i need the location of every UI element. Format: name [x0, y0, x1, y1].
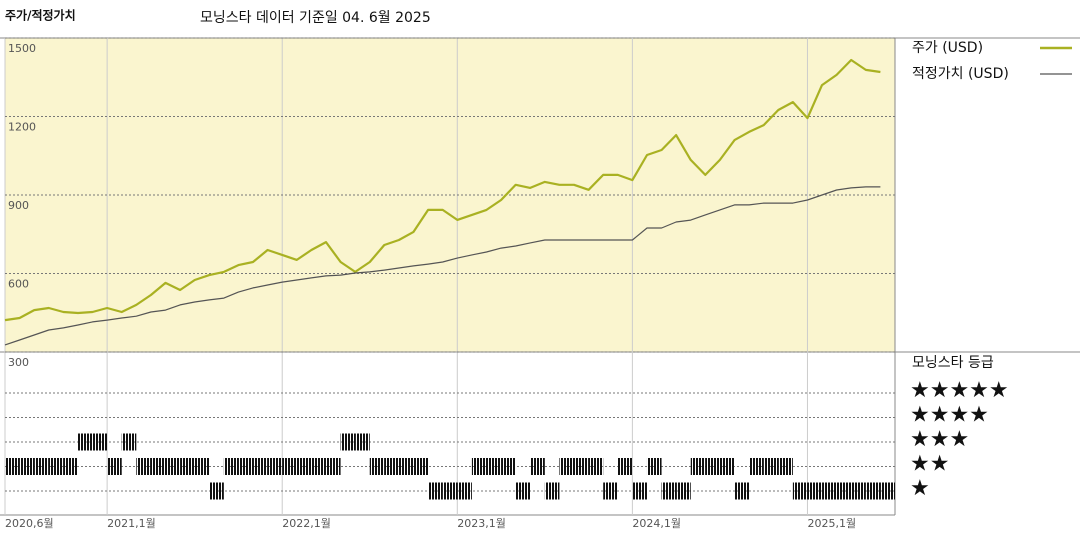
- rating-bar: [92, 433, 108, 451]
- chart-title: 주가/적정가치: [5, 8, 76, 23]
- rating-bar: [150, 458, 166, 475]
- rating-bar: [530, 458, 545, 475]
- rating-bar: [121, 433, 137, 451]
- series-line: [4, 58, 881, 322]
- rating-bar: [165, 458, 181, 475]
- rating-bar: [428, 482, 443, 500]
- y-tick-label: 1500: [8, 42, 36, 55]
- rating-bar: [880, 482, 895, 500]
- rating-label: ★★★★: [910, 403, 989, 428]
- rating-bar: [136, 458, 151, 475]
- rating-bar: [296, 458, 312, 475]
- rating-bar: [194, 458, 210, 475]
- rating-bar: [807, 482, 823, 500]
- x-tick-label: 2024,1월: [632, 517, 681, 530]
- rating-bar: [48, 458, 64, 475]
- rating-bar: [749, 458, 764, 475]
- x-tick-label: 2025,1월: [807, 517, 856, 530]
- rating-bar: [398, 458, 414, 475]
- rating-bar: [544, 482, 560, 500]
- rating-bar: [865, 482, 881, 500]
- rating-bar: [822, 482, 837, 500]
- rating-bar: [690, 458, 706, 475]
- rating-bar: [355, 433, 370, 451]
- y-tick-label: 1200: [8, 121, 36, 134]
- rating-bar: [107, 458, 122, 475]
- rating-bar: [734, 482, 750, 500]
- rating-bar: [253, 458, 268, 475]
- rating-bar: [238, 458, 254, 475]
- rating-bar: [661, 482, 677, 500]
- rating-label: ★★: [910, 452, 949, 477]
- legend-label: 적정가치 (USD): [912, 66, 1009, 82]
- rating-label: ★★★: [910, 427, 969, 452]
- rating-bar: [603, 482, 618, 500]
- rating-bar: [719, 458, 735, 475]
- rating-bar: [384, 458, 399, 475]
- rating-bar: [442, 482, 458, 500]
- rating-bar: [559, 458, 575, 475]
- rating-bar: [705, 458, 720, 475]
- rating-bar: [836, 482, 852, 500]
- rating-bar: [501, 458, 516, 475]
- rating-bar: [325, 458, 341, 475]
- rating-bar: [588, 458, 604, 475]
- rating-bar: [763, 458, 779, 475]
- rating-bar: [180, 458, 195, 475]
- rating-bar: [340, 433, 356, 451]
- rating-bar: [282, 458, 297, 475]
- y-tick-label: 300: [8, 356, 29, 369]
- rating-bar: [778, 458, 793, 475]
- rating-bar: [646, 458, 662, 475]
- series-line: [4, 186, 881, 346]
- x-tick-label: 2023,1월: [457, 517, 506, 530]
- chart-subtitle: 모닝스타 데이터 기준일 04. 6월 2025: [200, 10, 431, 26]
- rating-bar: [486, 458, 502, 475]
- x-tick-label: 2020,6월: [5, 517, 54, 530]
- rating-bar: [792, 482, 808, 500]
- rating-bar: [267, 458, 283, 475]
- rating-bar: [19, 458, 35, 475]
- rating-bar: [209, 482, 224, 500]
- rating-bar: [369, 458, 385, 475]
- rating-bar: [676, 482, 691, 500]
- legend-label: 주가 (USD): [912, 40, 983, 56]
- rating-bar: [574, 458, 589, 475]
- x-tick-label: 2022,1월: [282, 517, 331, 530]
- rating-bar: [77, 433, 93, 451]
- x-tick-label: 2021,1월: [107, 517, 156, 530]
- rating-title: 모닝스타 등급: [912, 355, 994, 371]
- rating-bar: [632, 482, 647, 500]
- rating-bar: [311, 458, 326, 475]
- rating-bar: [457, 482, 472, 500]
- rating-bar: [5, 458, 20, 475]
- rating-label: ★: [910, 476, 930, 501]
- rating-bar: [617, 458, 633, 475]
- rating-bar: [223, 458, 239, 475]
- rating-bar: [34, 458, 49, 475]
- y-tick-label: 900: [8, 199, 29, 212]
- rating-bar: [413, 458, 429, 475]
- rating-bar: [851, 482, 866, 500]
- rating-bar: [515, 482, 531, 500]
- rating-label: ★★★★★: [910, 378, 1009, 403]
- y-tick-label: 600: [8, 278, 29, 291]
- rating-bar: [63, 458, 78, 475]
- rating-bar: [471, 458, 487, 475]
